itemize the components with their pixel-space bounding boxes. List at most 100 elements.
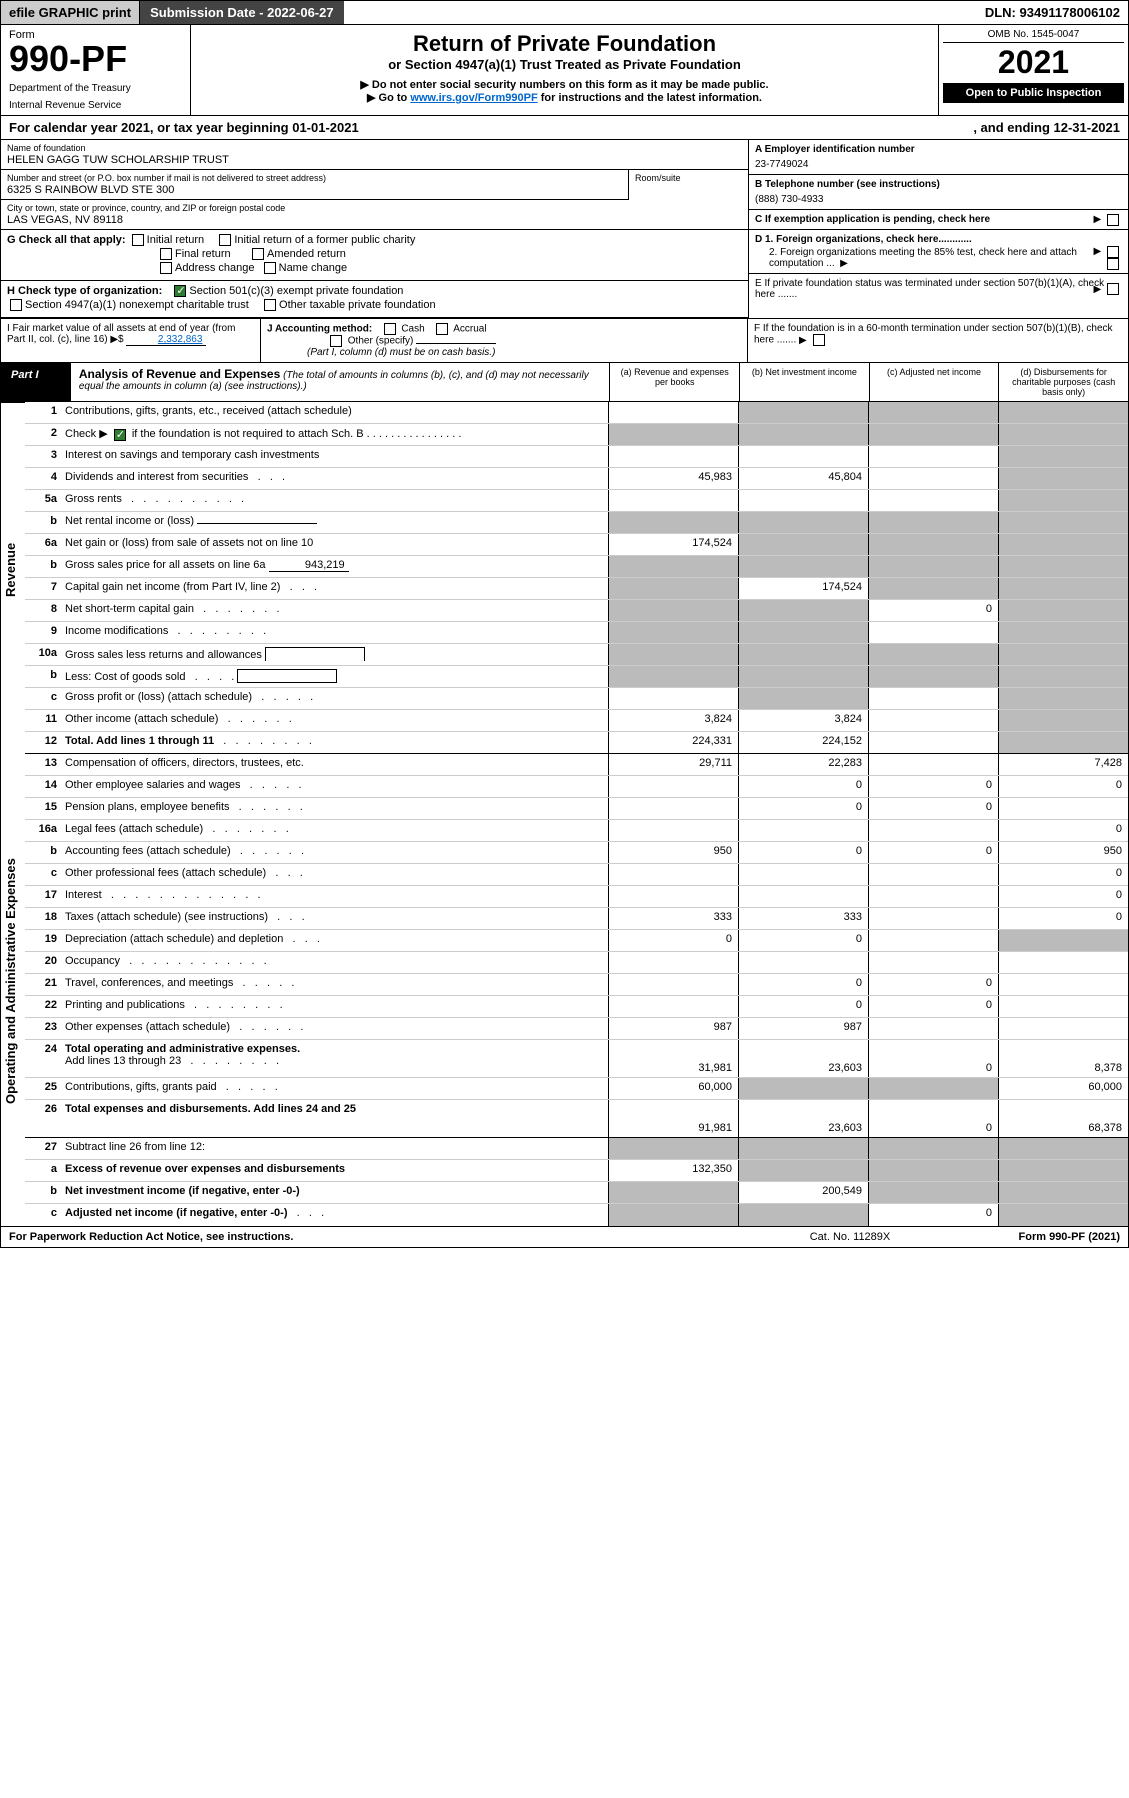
cb-501c3[interactable] xyxy=(174,285,186,297)
dots: . . . . . . . . xyxy=(214,735,312,747)
val-a xyxy=(608,600,738,621)
val-c xyxy=(868,732,998,753)
row-num: 15 xyxy=(25,798,61,819)
cb-sch-b[interactable] xyxy=(114,429,126,441)
row-desc: Travel, conferences, and meetings . . . … xyxy=(61,974,608,995)
val-a xyxy=(608,578,738,599)
row-desc: Net gain or (loss) from sale of assets n… xyxy=(61,534,608,555)
val-a xyxy=(608,490,738,511)
val-d xyxy=(998,952,1128,973)
row-num: 23 xyxy=(25,1018,61,1039)
val-a: 45,983 xyxy=(608,468,738,489)
dots: . . . . . . xyxy=(230,1021,303,1033)
val-c xyxy=(868,864,998,885)
val-b xyxy=(738,1138,868,1159)
arrow-icon: ▶ xyxy=(799,335,807,346)
row-desc: Subtract line 26 from line 12: xyxy=(61,1138,608,1159)
form-note-ssn: ▶ Do not enter social security numbers o… xyxy=(197,78,932,91)
col-d-head: (d) Disbursements for charitable purpose… xyxy=(998,363,1128,401)
dots: . . . xyxy=(266,867,303,879)
val-c: 0 xyxy=(868,842,998,863)
dots: . . . . . . xyxy=(218,713,291,725)
r10b-box[interactable] xyxy=(237,669,337,683)
val-c xyxy=(868,490,998,511)
val-d xyxy=(998,578,1128,599)
r16bd: Accounting fees (attach schedule) xyxy=(65,845,231,857)
part1-header: Part I Analysis of Revenue and Expenses … xyxy=(0,363,1129,402)
cb-f[interactable] xyxy=(813,334,825,346)
val-c: 0 xyxy=(868,600,998,621)
i-value[interactable]: 2,332,863 xyxy=(126,334,206,346)
r24d1: Total operating and administrative expen… xyxy=(65,1043,604,1055)
val-b: 987 xyxy=(738,1018,868,1039)
val-c xyxy=(868,1160,998,1181)
cb-4947[interactable] xyxy=(10,299,22,311)
r10a-box[interactable] xyxy=(265,647,365,661)
val-d xyxy=(998,556,1128,577)
row-desc: Other income (attach schedule) . . . . .… xyxy=(61,710,608,731)
row-18: 18 Taxes (attach schedule) (see instruct… xyxy=(25,908,1128,930)
row-desc: Total operating and administrative expen… xyxy=(61,1040,608,1077)
cb-c[interactable] xyxy=(1107,214,1119,226)
row-num: b xyxy=(25,842,61,863)
val-d xyxy=(998,666,1128,687)
row-num: 24 xyxy=(25,1040,61,1077)
revenue-tab: Revenue xyxy=(1,402,25,737)
ein: 23-7749024 xyxy=(755,159,1122,170)
val-a xyxy=(608,1138,738,1159)
val-d xyxy=(998,622,1128,643)
j-other-input[interactable] xyxy=(416,343,496,344)
r21d: Travel, conferences, and meetings xyxy=(65,977,233,989)
phone: (888) 730-4933 xyxy=(755,194,1122,205)
val-c: 0 xyxy=(868,1100,998,1137)
row-5b: b Net rental income or (loss) xyxy=(25,512,1128,534)
phone-cell: B Telephone number (see instructions) (8… xyxy=(749,175,1128,210)
cb-name[interactable] xyxy=(264,262,276,274)
irs-link[interactable]: www.irs.gov/Form990PF xyxy=(410,92,537,104)
cb-address[interactable] xyxy=(160,262,172,274)
val-b xyxy=(738,1204,868,1226)
cb-amended[interactable] xyxy=(252,248,264,260)
row-desc: Gross profit or (loss) (attach schedule)… xyxy=(61,688,608,709)
val-d xyxy=(998,710,1128,731)
row-3: 3 Interest on savings and temporary cash… xyxy=(25,446,1128,468)
row-23: 23 Other expenses (attach schedule) . . … xyxy=(25,1018,1128,1040)
row-desc: Legal fees (attach schedule) . . . . . .… xyxy=(61,820,608,841)
r5b-input[interactable] xyxy=(197,523,317,524)
val-d xyxy=(998,468,1128,489)
row-num: 9 xyxy=(25,622,61,643)
efile-label[interactable]: efile GRAPHIC print xyxy=(1,1,140,24)
row-num: b xyxy=(25,512,61,533)
val-a xyxy=(608,644,738,665)
val-b xyxy=(738,952,868,973)
cb-final[interactable] xyxy=(160,248,172,260)
row-20: 20 Occupancy . . . . . . . . . . . . xyxy=(25,952,1128,974)
cb-initial-former[interactable] xyxy=(219,234,231,246)
cb-e[interactable] xyxy=(1107,283,1119,295)
dots: . . . . . . . . xyxy=(168,625,266,637)
row-desc: Other professional fees (attach schedule… xyxy=(61,864,608,885)
dots: . . . . . . . xyxy=(203,823,289,835)
cb-other-acct[interactable] xyxy=(330,335,342,347)
cb-d2[interactable] xyxy=(1107,258,1119,270)
dots: . . . xyxy=(283,933,320,945)
val-c xyxy=(868,666,998,687)
row-10a: 10a Gross sales less returns and allowan… xyxy=(25,644,1128,666)
cb-accrual[interactable] xyxy=(436,323,448,335)
cb-initial[interactable] xyxy=(132,234,144,246)
val-c xyxy=(868,644,998,665)
row-26: 26 Total expenses and disbursements. Add… xyxy=(25,1100,1128,1138)
row-num: b xyxy=(25,556,61,577)
row-num: 26 xyxy=(25,1100,61,1137)
row-desc: Interest on savings and temporary cash i… xyxy=(61,446,608,467)
cb-d1[interactable] xyxy=(1107,246,1119,258)
val-d xyxy=(998,974,1128,995)
j-note: (Part I, column (d) must be on cash basi… xyxy=(307,347,741,358)
g-label: G Check all that apply: xyxy=(7,234,126,246)
val-a xyxy=(608,952,738,973)
d2-label: 2. Foreign organizations meeting the 85%… xyxy=(769,247,1077,269)
form-title: Return of Private Foundation xyxy=(197,31,932,57)
row-num: 17 xyxy=(25,886,61,907)
cb-cash[interactable] xyxy=(384,323,396,335)
cb-other-tax[interactable] xyxy=(264,299,276,311)
